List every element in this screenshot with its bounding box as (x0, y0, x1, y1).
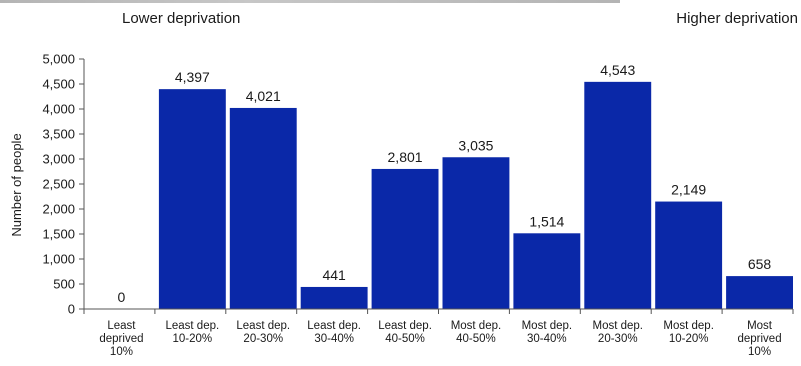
y-tick-label: 1,500 (42, 227, 75, 242)
bar (300, 286, 368, 309)
y-tick-label: 2,000 (42, 202, 75, 217)
data-label: 0 (118, 289, 126, 305)
bar (726, 276, 793, 309)
y-axis: 0 500 1,000 1,500 2,000 2,500 3,000 3,500 4,000 4… (42, 52, 85, 317)
category-label: Most dep. 20-30% (593, 320, 644, 345)
data-label: 3,035 (458, 137, 493, 153)
y-tick-label: 4,500 (42, 77, 75, 92)
y-axis-label: Number of people (9, 133, 24, 236)
bar (655, 201, 723, 309)
bar (371, 168, 439, 309)
y-tick-label: 5,000 (42, 52, 75, 67)
data-label: 4,397 (175, 69, 210, 85)
bar (229, 107, 297, 309)
category-label: Most deprived 10% (737, 320, 781, 358)
data-label: 2,149 (671, 182, 706, 198)
category-label: Least dep. 30-40% (307, 320, 361, 345)
category-label: Least deprived 10% (99, 320, 143, 358)
higher-deprivation-label: Higher deprivation (676, 10, 798, 27)
data-label: 4,021 (246, 88, 281, 104)
bars: 0 4,397 4,021 441 2,801 3,035 1,514 4,543 2,149 6… (118, 62, 793, 310)
bar (513, 233, 581, 309)
y-tick-label: 0 (68, 302, 75, 317)
bar (584, 81, 652, 309)
cropped-title-fragment (0, 0, 620, 3)
y-tick-label: 3,000 (42, 152, 75, 167)
data-label: 4,543 (600, 62, 635, 78)
x-axis: Least deprived 10% Least dep. 10-20% Least de… (83, 308, 794, 358)
data-label: 1,514 (529, 213, 564, 229)
y-tick-label: 4,000 (42, 102, 75, 117)
category-label: Least dep. 20-30% (236, 320, 290, 345)
y-tick-label: 3,500 (42, 127, 75, 142)
bar (442, 157, 510, 309)
category-label: Least dep. 10-20% (165, 320, 219, 345)
data-label: 658 (748, 256, 772, 272)
y-tick-label: 500 (53, 277, 75, 292)
y-tick-label: 2,500 (42, 177, 75, 192)
category-label: Most dep. 30-40% (522, 320, 573, 345)
category-label: Most dep. 40-50% (451, 320, 502, 345)
y-tick-label: 1,000 (42, 252, 75, 267)
data-label: 441 (322, 267, 346, 283)
bar (158, 89, 226, 310)
category-label: Least dep. 40-50% (378, 320, 432, 345)
data-label: 2,801 (388, 149, 423, 165)
category-label: Most dep. 10-20% (663, 320, 714, 345)
lower-deprivation-label: Lower deprivation (122, 10, 241, 27)
